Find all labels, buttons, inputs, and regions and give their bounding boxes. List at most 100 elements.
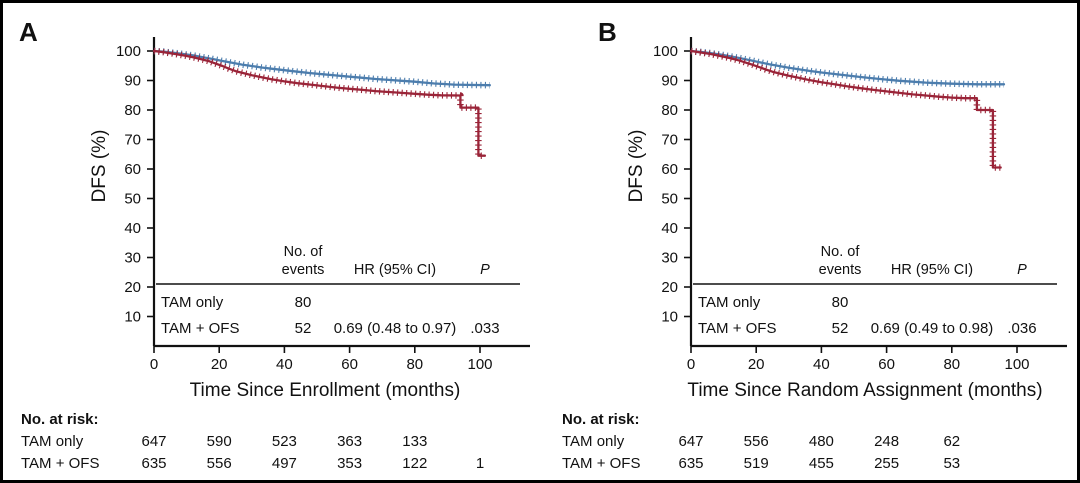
- x-tick-label: 80: [406, 356, 423, 373]
- at-risk-row-label: TAM only: [21, 433, 84, 450]
- km-censor-marks: [153, 47, 485, 159]
- stats-row-events: 52: [832, 320, 849, 337]
- y-tick-label: 70: [124, 132, 141, 149]
- y-tick-label: 60: [124, 161, 141, 178]
- stats-table: No. of events HR (95% CI) P TAM only 80 …: [156, 244, 520, 337]
- at-risk-count: 497: [272, 455, 297, 472]
- panel-b: B DFS (%) Time Since Random Assignment (…: [540, 3, 1077, 480]
- stats-row-label: TAM only: [161, 294, 224, 311]
- at-risk-row-label: TAM + OFS: [21, 455, 99, 472]
- y-tick-label: 40: [661, 220, 678, 237]
- y-tick-label: 10: [661, 309, 678, 326]
- km-curve: [152, 49, 491, 87]
- chart-layer: 0 20 40 60 80 100 100 90 80 70 60 50 40 30 20 10 647 590 5…: [116, 37, 530, 472]
- x-tick-label: 40: [276, 356, 293, 373]
- panel-letter: B: [598, 17, 617, 47]
- stats-row-label: TAM + OFS: [698, 320, 776, 337]
- x-tick-label: 20: [748, 356, 765, 373]
- y-tick-label: 80: [124, 102, 141, 119]
- y-tick-label: 90: [661, 73, 678, 90]
- at-risk-count: 647: [678, 433, 703, 450]
- at-risk-count: 556: [744, 433, 769, 450]
- stats-header-events-2: events: [282, 262, 325, 278]
- y-tick-label: 30: [661, 250, 678, 267]
- x-tick-label: 20: [211, 356, 228, 373]
- km-censor-marks: [153, 47, 490, 89]
- at-risk-count: 556: [207, 455, 232, 472]
- at-risk-count: 519: [744, 455, 769, 472]
- panel-a: A DFS (%) Time Since Enrollment (months)…: [3, 3, 543, 480]
- km-curve: [689, 49, 1006, 86]
- x-tick-label: 100: [1004, 356, 1029, 373]
- at-risk-table: No. at risk: TAM only TAM + OFS: [21, 411, 99, 472]
- stats-header-p: P: [480, 262, 490, 278]
- stats-row-hr: 0.69 (0.49 to 0.98): [871, 320, 994, 337]
- at-risk-count: 1: [476, 455, 484, 472]
- stats-row-p: .033: [470, 320, 499, 337]
- x-tick-label: 60: [878, 356, 895, 373]
- km-censor-marks: [690, 47, 1001, 171]
- y-tick-label: 40: [124, 220, 141, 237]
- stats-row-label: TAM only: [698, 294, 761, 311]
- km-curve: [152, 49, 487, 157]
- y-tick-label: 20: [661, 279, 678, 296]
- y-tick-label: 50: [124, 191, 141, 208]
- at-risk-count: 248: [874, 433, 899, 450]
- km-curve: [689, 49, 1002, 169]
- at-risk-count: 635: [678, 455, 703, 472]
- y-tick-label: 20: [124, 279, 141, 296]
- at-risk-row-label: TAM only: [562, 433, 625, 450]
- stats-row-p: .036: [1007, 320, 1036, 337]
- y-tick-label: 90: [124, 73, 141, 90]
- at-risk-count: 455: [809, 455, 834, 472]
- at-risk-count: 523: [272, 433, 297, 450]
- stats-header-events-1: No. of: [284, 244, 324, 260]
- stats-header-hr: HR (95% CI): [354, 262, 436, 278]
- panel-a-chart: A DFS (%) Time Since Enrollment (months)…: [19, 17, 530, 472]
- at-risk-title: No. at risk:: [21, 411, 99, 428]
- at-risk-count: 363: [337, 433, 362, 450]
- stats-row-hr: 0.69 (0.48 to 0.97): [334, 320, 457, 337]
- x-tick-label: 40: [813, 356, 830, 373]
- stats-row-events: 80: [832, 294, 849, 311]
- y-tick-label: 80: [661, 102, 678, 119]
- stats-header-p: P: [1017, 262, 1027, 278]
- stats-header-hr: HR (95% CI): [891, 262, 973, 278]
- at-risk-title: No. at risk:: [562, 411, 640, 428]
- chart-layer: 0 20 40 60 80 100 100 90 80 70 60 50 40 30 20 10 647 556 4…: [653, 37, 1067, 472]
- km-censor-marks: [690, 47, 1004, 88]
- x-tick-label: 100: [467, 356, 492, 373]
- at-risk-row-label: TAM + OFS: [562, 455, 640, 472]
- y-tick-label: 60: [661, 161, 678, 178]
- at-risk-count: 353: [337, 455, 362, 472]
- stats-row-events: 80: [295, 294, 312, 311]
- y-tick-label: 100: [116, 43, 141, 60]
- y-tick-label: 10: [124, 309, 141, 326]
- at-risk-count: 480: [809, 433, 834, 450]
- y-tick-label: 100: [653, 43, 678, 60]
- y-axis-label: DFS (%): [89, 130, 110, 203]
- at-risk-count: 255: [874, 455, 899, 472]
- stats-table: No. of events HR (95% CI) P TAM only 80 …: [693, 244, 1057, 337]
- stats-header-events-2: events: [819, 262, 862, 278]
- at-risk-count: 122: [402, 455, 427, 472]
- x-axis-label: Time Since Random Assignment (months): [687, 380, 1042, 401]
- at-risk-table: No. at risk: TAM only TAM + OFS: [562, 411, 640, 472]
- y-tick-label: 70: [661, 132, 678, 149]
- x-axis-label: Time Since Enrollment (months): [190, 380, 461, 401]
- y-tick-label: 50: [661, 191, 678, 208]
- y-tick-label: 30: [124, 250, 141, 267]
- y-axis-label: DFS (%): [626, 130, 647, 203]
- at-risk-count: 133: [402, 433, 427, 450]
- stats-row-events: 52: [295, 320, 312, 337]
- x-tick-label: 0: [687, 356, 695, 373]
- x-tick-label: 0: [150, 356, 158, 373]
- x-tick-label: 80: [943, 356, 960, 373]
- stats-header-events-1: No. of: [821, 244, 861, 260]
- panel-b-chart: B DFS (%) Time Since Random Assignment (…: [562, 17, 1067, 472]
- at-risk-count: 62: [943, 433, 960, 450]
- at-risk-count: 635: [141, 455, 166, 472]
- at-risk-count: 53: [943, 455, 960, 472]
- stats-row-label: TAM + OFS: [161, 320, 239, 337]
